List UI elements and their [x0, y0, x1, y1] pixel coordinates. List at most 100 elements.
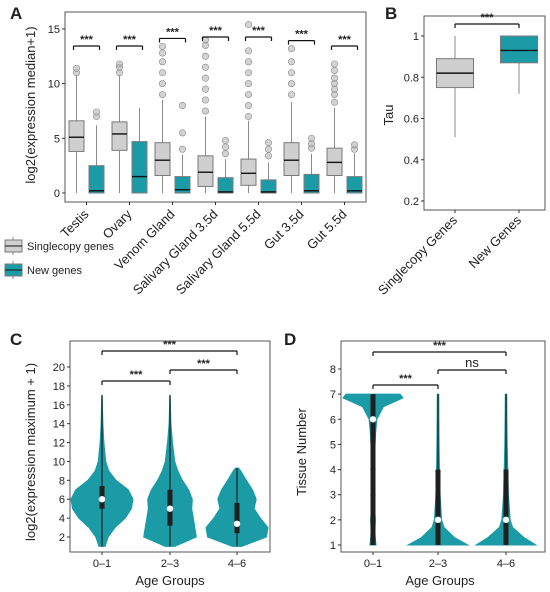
panel-a-outlier-point [307, 134, 315, 142]
panel-b-xtick-label: Singlecopy Genes [375, 212, 461, 298]
panel-a-significance-label: *** [123, 34, 137, 46]
panel-d-ytick-label: 8 [330, 364, 336, 376]
panel-d-ytick-label: 6 [330, 414, 336, 426]
panel-a-outlier-point [287, 80, 295, 88]
panel-b-ytick-label: 0.4 [404, 155, 419, 167]
panel-a-outlier-point [202, 63, 210, 71]
panel-a-xtick-label: Salivary Gland 5.5d [173, 207, 264, 298]
panel-a-ytick-label: 10 [48, 79, 60, 91]
panel-c-ytick-label: 2 [59, 532, 65, 544]
panel-a-legend: Singlecopy genes New genes [4, 237, 114, 279]
panel-d-x-axis-label: Age Groups [405, 573, 475, 588]
panel-a-box-singlecopy [197, 155, 214, 187]
panel-a-outlier-point [350, 141, 358, 149]
panel-a-box-new [217, 177, 234, 194]
panel-a-ytick-label: 5 [54, 133, 60, 145]
panel-a-outlier-point [287, 45, 295, 53]
panel-d-y-axis-label: Tissue Number [294, 408, 309, 496]
panel-a-box-new [346, 176, 363, 194]
panel-d-ytick-label: 3 [330, 490, 336, 502]
panel-d-significance-label: *** [433, 340, 447, 352]
panel-c-violin-median [233, 520, 241, 527]
panel-a-significance-label: *** [252, 25, 266, 37]
panel-b-ytick-label: 0.6 [404, 114, 419, 126]
panel-a-outlier-point [93, 108, 101, 116]
legend-label: Singlecopy genes [27, 241, 114, 253]
panel-d-violin-iqr [503, 469, 509, 545]
panel-c-xtick-label: 0–1 [93, 558, 111, 570]
panel-a-box-singlecopy [68, 120, 85, 152]
panel-a-outlier-point [245, 21, 253, 29]
panel-a-box-singlecopy [283, 142, 300, 176]
panel-a-box-singlecopy [240, 158, 257, 186]
panel-c-significance-label: *** [197, 358, 211, 370]
panel-c-violin-median [166, 505, 174, 512]
panel-c-ytick-label: 10 [53, 456, 65, 468]
panel-a-outlier-point [179, 129, 187, 137]
panel-c-x-axis-label: Age Groups [135, 573, 205, 588]
panel-a-significance-label: *** [166, 26, 180, 38]
panel-a-significance-label: *** [295, 29, 309, 41]
panel-d-violin-median [369, 416, 377, 423]
panel-d-label: D [284, 330, 296, 349]
panel-c-ytick-label: 14 [53, 419, 65, 431]
panel-a-outlier-point [159, 91, 167, 99]
panel-a-ytick-label: 15 [48, 24, 60, 36]
panel-a-xtick-label: Testis [58, 206, 92, 240]
panel-a-outlier-point [159, 80, 167, 88]
panel-a-outlier-point [179, 102, 187, 110]
panel-c-ytick-label: 12 [53, 438, 65, 450]
panel-a-significance-label: *** [209, 25, 223, 37]
panel-b-ytick-label: 0.2 [404, 196, 419, 208]
panel-d-ytick-label: 5 [330, 439, 336, 451]
panel-a-y-axis-label: log2(expression median+1) [23, 26, 38, 183]
panel-a-xtick-label: Gut 5.5d [304, 207, 350, 253]
panel-a-outlier-point [202, 36, 210, 44]
panel-a-outlier-point [222, 143, 230, 151]
panel-c-label: C [10, 330, 22, 349]
panel-b-ytick-label: 0.8 [404, 72, 419, 84]
panel-d-frame [340, 340, 546, 553]
panel-a-box-new [303, 173, 320, 194]
panel-a-outlier-point [222, 150, 230, 158]
panel-d-xtick-label: 4–6 [497, 558, 515, 570]
panel-a-outlier-point [245, 69, 253, 77]
panel-a-outlier-point [202, 74, 210, 82]
panel-a: 0 5 10 15 log2(expression median+1) Testis ***… [4, 11, 367, 298]
panel-b-significance-label: *** [481, 12, 495, 24]
panel-a-outlier-point [264, 145, 272, 153]
panel-a-outlier-point [202, 52, 210, 60]
panel-a-xtick-label: Ovary [99, 206, 134, 241]
panel-a-outlier-point [264, 139, 272, 147]
panel-d-violin-median [434, 516, 442, 524]
panel-a-outlier-point [159, 42, 167, 50]
panel-a-outlier-point [245, 47, 253, 55]
panel-a-box-new [260, 179, 277, 194]
panel-a-outlier-point [287, 91, 295, 99]
panel-a-ytick-label: 0 [54, 188, 60, 200]
panel-a-box-singlecopy [111, 121, 128, 151]
legend-label: New genes [27, 265, 83, 277]
panel-c-ytick-label: 4 [59, 513, 65, 525]
panel-a-outlier-point [330, 98, 338, 106]
panel-c-significance-label: *** [130, 369, 144, 381]
panel-a-outlier-point [202, 96, 210, 104]
panel-a-frame [64, 11, 367, 203]
panel-a-outlier-point [179, 145, 187, 153]
panel-a-outlier-point [287, 58, 295, 66]
panel-d: 1 2 3 4 5 6 7 8 Tissue Number 0–1 2–3 4–6 Age Groups… [294, 340, 546, 588]
panel-a-outlier-point [245, 58, 253, 66]
panel-a-outlier-point [73, 64, 81, 72]
panel-b-box-new [500, 35, 538, 64]
panel-d-ytick-label: 4 [330, 465, 336, 477]
panel-c-xtick-label: 4–6 [228, 558, 246, 570]
panel-a-significance-label: *** [338, 34, 352, 46]
panel-a-outlier-point [287, 69, 295, 77]
panel-a-outlier-point [245, 102, 253, 110]
panel-a-outlier-point [159, 58, 167, 66]
panel-a-outlier-point [330, 60, 338, 68]
panel-a-outlier-point [202, 107, 210, 115]
panel-c-ytick-label: 18 [53, 381, 65, 393]
panel-a-box-new [174, 176, 191, 194]
panel-a-outlier-point [245, 91, 253, 99]
